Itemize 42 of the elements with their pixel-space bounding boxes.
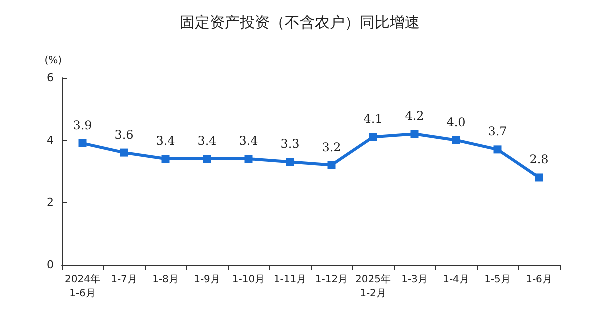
data-label: 3.6 [114,128,134,142]
x-tick-label: 1-7月 [111,274,138,286]
point [78,139,87,148]
x-tick-label: 2024年 1-6月 [65,274,100,300]
point [203,155,212,164]
y-axis-title: (%) [44,56,62,66]
data-label: 4.0 [446,115,466,130]
point [452,136,460,144]
data-label: 2.8 [530,152,549,167]
y-tick-label: 6 [47,72,54,84]
y-tick-label: 2 [47,196,54,210]
data-label: 3.4 [156,134,176,148]
point [286,158,294,166]
data-label: 3.3 [280,137,300,152]
point [410,130,419,138]
point [244,155,253,164]
data-label: 3.9 [73,118,92,132]
chart-title: 固定资产投资（不含农户）同比增速 [180,14,420,32]
point [328,161,336,170]
y-tick-label: 0 [47,258,54,272]
point [535,174,544,182]
x-tick-label: 1-5月 [484,274,511,286]
data-label: 4.1 [364,112,383,126]
y-tick-label: 4 [47,134,54,147]
x-tick-label: 1-9月 [194,274,220,286]
x-tick-label: 1-12月 [315,274,348,286]
x-tick-label: 1-4月 [443,274,470,286]
point [120,148,128,157]
data-label: 3.4 [239,134,259,148]
x-tick-label: 2025年 1-2月 [356,274,391,300]
data-label: 3.7 [488,124,508,139]
x-tick-label: 1-10月 [232,274,266,286]
data-label: 3.2 [322,140,342,154]
x-tick-label: 1-8月 [152,274,179,286]
point [494,146,502,154]
data-label: 3.4 [198,134,218,148]
x-tick-label: 1-6月 [526,274,552,286]
x-tick-label: 1-11月 [274,274,307,286]
x-tick-label: 1-3月 [402,274,428,286]
point [369,133,378,142]
point [162,155,170,164]
data-label: 4.2 [405,109,424,124]
